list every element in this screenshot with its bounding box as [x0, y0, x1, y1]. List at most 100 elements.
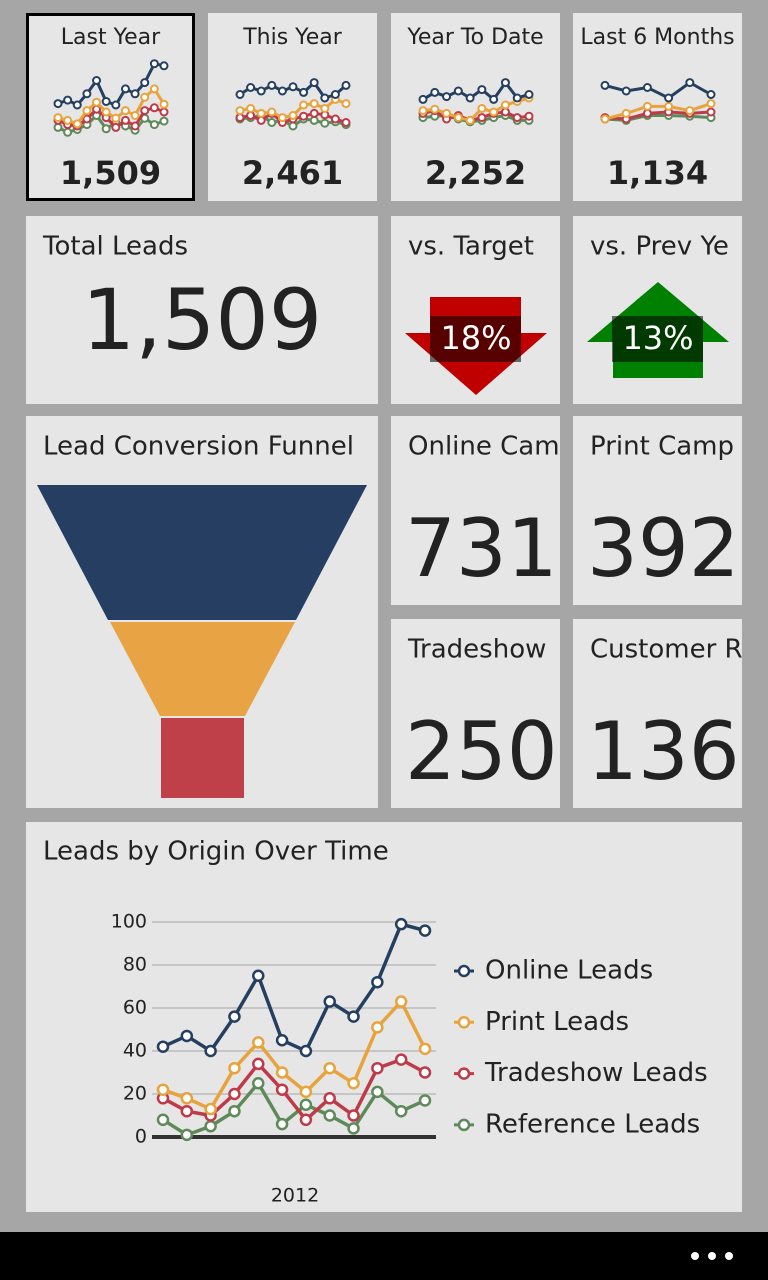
series-point — [204, 1044, 217, 1058]
series-point — [418, 924, 432, 937]
sparkline-point — [320, 104, 330, 113]
legend-marker — [457, 1016, 471, 1029]
tile-label: Total Leads — [42, 232, 188, 262]
tile-label: vs. Prev Ye — [590, 232, 729, 262]
sparkline-point — [341, 99, 351, 109]
sparkline-point — [309, 108, 319, 118]
more-button[interactable] — [691, 1252, 733, 1260]
comparison-value: 13% — [622, 319, 693, 357]
series-point — [275, 1117, 289, 1131]
sparkline-point — [82, 114, 92, 124]
series-point — [180, 1128, 194, 1142]
legend-label: Online Leads — [485, 956, 653, 986]
y-tick-label: 0 — [135, 1126, 147, 1148]
series-point — [228, 1061, 241, 1075]
series-point — [228, 1104, 241, 1118]
series-point — [418, 1042, 432, 1056]
tile[interactable]: Online Cam 731 — [391, 416, 560, 605]
sparkline-point — [53, 99, 63, 109]
sparkline-point — [267, 118, 277, 127]
sparkline-point — [256, 115, 266, 125]
sparkline-point — [63, 95, 73, 105]
x-axis-label: 2012 — [271, 1185, 319, 1207]
tile[interactable]: Total Leads 1,509 — [26, 216, 378, 404]
sparkline-point — [524, 111, 534, 121]
sparkline-point — [120, 115, 130, 125]
sparkline-point — [277, 86, 287, 96]
series-point — [299, 1085, 313, 1099]
tile[interactable]: Leads by Origin Over Time 0 20 40 60 80 100 201… — [26, 822, 742, 1212]
tile-background — [26, 216, 378, 404]
tile-label: Tradeshow — [407, 635, 546, 665]
series-point — [275, 1034, 289, 1047]
sparkline-point — [418, 106, 428, 116]
tile[interactable]: Lead Conversion Funnel — [26, 416, 378, 808]
series-point — [275, 1083, 289, 1096]
series-point — [299, 1113, 313, 1127]
sparkline-point — [72, 119, 82, 129]
sparkline-point — [140, 106, 150, 116]
tile[interactable]: vs. Prev Ye 13% — [573, 216, 742, 404]
series-point — [299, 1098, 313, 1111]
sparkline — [422, 96, 530, 123]
sparkline-point — [706, 107, 716, 117]
series-point — [156, 1113, 170, 1127]
legend-marker — [457, 1118, 471, 1132]
sparkline-point — [500, 107, 510, 117]
tile[interactable]: Last 6 Months 1,134 — [573, 13, 742, 201]
funnel-stage — [161, 718, 244, 798]
tile-total: 2,461 — [242, 154, 343, 192]
sparkline-point — [267, 80, 277, 90]
tile[interactable]: Year To Date 2,252 — [391, 13, 560, 201]
channel-value: 250 — [405, 705, 558, 798]
sparkline-point — [512, 93, 522, 103]
sparkline-point — [277, 113, 287, 123]
tile-label: Lead Conversion Funnel — [43, 432, 354, 462]
sparkline-point — [442, 92, 452, 102]
sparkline-point — [159, 116, 169, 126]
tile-total: 1,134 — [607, 154, 708, 192]
tile[interactable]: Customer R 136 — [573, 619, 743, 808]
sparkline-point — [477, 104, 487, 113]
series-point — [394, 995, 408, 1008]
sparkline-point — [500, 100, 510, 110]
total-value: 1,509 — [82, 271, 322, 369]
sparkline-point — [111, 100, 121, 110]
app-bar — [0, 1232, 768, 1280]
sparkline-point — [330, 90, 340, 99]
sparkline-point — [101, 124, 111, 134]
tile[interactable]: Tradeshow 250 — [391, 619, 560, 808]
tile-background — [573, 416, 742, 605]
y-tick-label: 40 — [123, 1040, 147, 1062]
sparkline-point — [453, 86, 463, 96]
sparkline-point — [63, 127, 73, 137]
tile-total: 2,252 — [425, 154, 526, 192]
sparkline-point — [465, 93, 475, 103]
legend-marker — [457, 964, 471, 978]
sparkline-point — [159, 99, 169, 109]
tile[interactable]: vs. Target 18% — [391, 216, 560, 404]
y-tick-label: 20 — [123, 1083, 147, 1105]
tile-label: Last Year — [61, 25, 161, 50]
sparkline-point — [246, 104, 256, 113]
series-point — [371, 1061, 384, 1075]
tile-label: This Year — [242, 25, 342, 50]
tile-background — [391, 619, 560, 808]
series-point — [371, 1085, 384, 1099]
sparkline — [422, 108, 530, 122]
sparkline-point — [246, 111, 256, 120]
sparkline-point — [101, 97, 111, 106]
sparkline-point — [524, 90, 534, 99]
tile[interactable]: Last Year 1,509 — [26, 13, 195, 201]
sparkline-point — [430, 104, 440, 114]
series-point — [418, 1094, 432, 1107]
legend-label: Tradeshow Leads — [484, 1058, 708, 1088]
tile[interactable]: This Year 2,461 — [208, 13, 377, 201]
sparkline-point — [664, 101, 674, 111]
sparkline-point — [341, 80, 351, 90]
tile[interactable]: Print Camp 392 — [573, 416, 742, 605]
tile-label: Print Camp — [590, 432, 734, 462]
sparkline-point — [92, 76, 102, 85]
series-point — [347, 1122, 360, 1135]
